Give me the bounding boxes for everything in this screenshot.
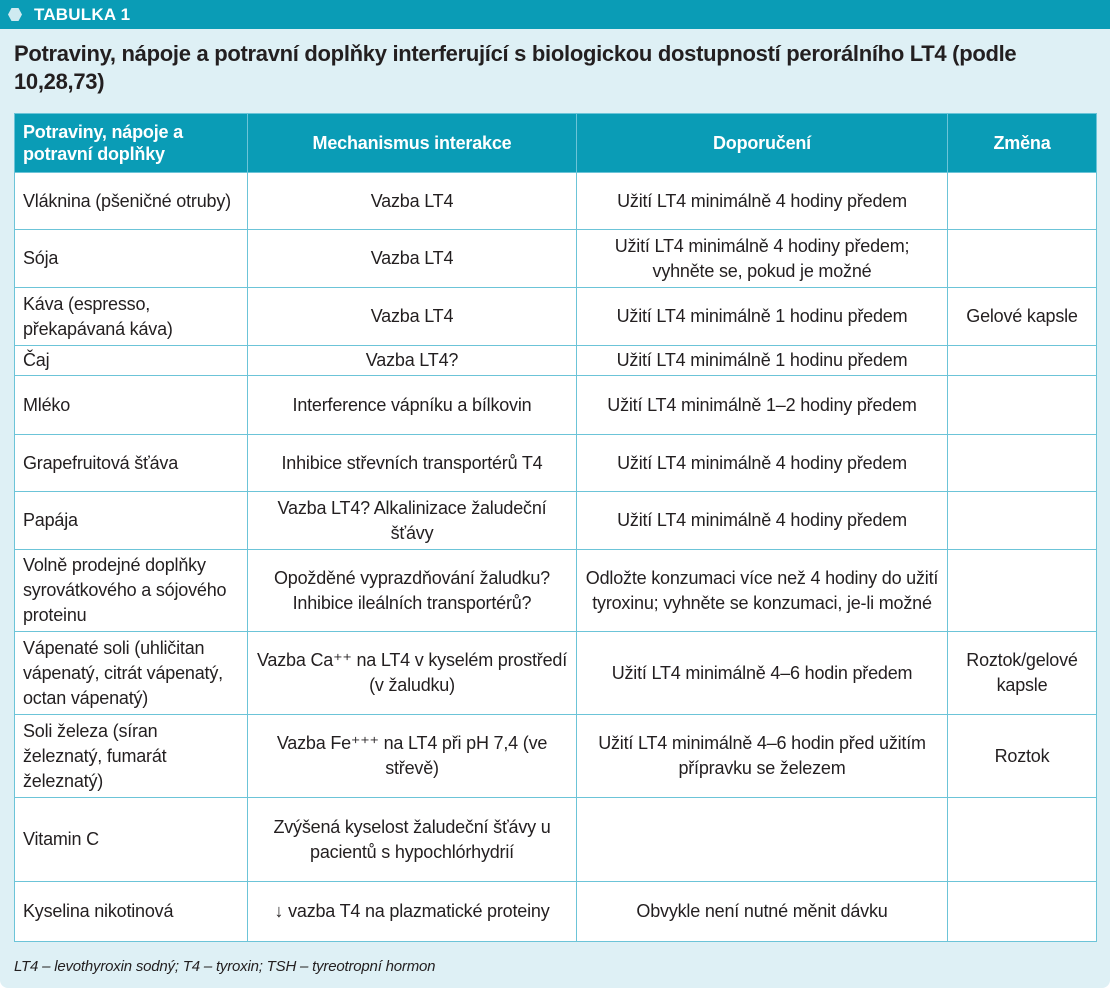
table-cell: Užití LT4 minimálně 4 hodiny předem xyxy=(576,172,948,230)
table-cell: Kyselina nikotinová xyxy=(14,881,248,942)
table-cell: Mléko xyxy=(14,375,248,435)
table-row: Soli železa (síran železnatý, fumarát že… xyxy=(14,714,1097,798)
table-cell: Odložte konzumaci více než 4 hodiny do u… xyxy=(576,549,948,632)
table-cell: Volně prodejné doplňky syrovátkového a s… xyxy=(14,549,248,632)
table-cell: Užití LT4 minimálně 4 hodiny předem; vyh… xyxy=(576,229,948,288)
column-header: Doporučení xyxy=(576,113,948,173)
table-cell: ↓ vazba T4 na plazmatické proteiny xyxy=(247,881,577,942)
table-cell: Papája xyxy=(14,491,248,550)
table-cell: Gelové kapsle xyxy=(947,287,1097,346)
table-cell xyxy=(947,881,1097,942)
table-row: Papája Vazba LT4? Alkalinizace žaludeční … xyxy=(14,491,1097,550)
table-cell: Obvykle není nutné měnit dávku xyxy=(576,881,948,942)
table-row: Kyselina nikotinová ↓ vazba T4 na plazmat… xyxy=(14,881,1097,942)
interaction-table: Potraviny, nápoje a potravní doplňky Mech… xyxy=(14,113,1097,942)
table-cell: Roztok xyxy=(947,714,1097,798)
table-cell: Vápenaté soli (uhličitan vápenatý, citrá… xyxy=(14,631,248,715)
table-cell: Užití LT4 minimálně 4 hodiny předem xyxy=(576,491,948,550)
table-cell xyxy=(947,375,1097,435)
table-row: Mléko Interference vápníku a bílkovin Užit… xyxy=(14,375,1097,435)
table-cell: Vazba Fe⁺⁺⁺ na LT4 při pH 7,4 (ve střevě… xyxy=(247,714,577,798)
table-cell: Užití LT4 minimálně 1 hodinu předem xyxy=(576,345,948,376)
table-cell: Užití LT4 minimálně 1–2 hodiny předem xyxy=(576,375,948,435)
table-cell: Sója xyxy=(14,229,248,288)
table-cell: Vláknina (pšeničné otruby) xyxy=(14,172,248,230)
table-cell: Roztok/gelové kapsle xyxy=(947,631,1097,715)
table-title: Potraviny, nápoje a potravní doplňky int… xyxy=(14,41,1017,94)
table-cell xyxy=(947,229,1097,288)
table-cell: Čaj xyxy=(14,345,248,376)
table-cell: Interference vápníku a bílkovin xyxy=(247,375,577,435)
table-cell: Vazba LT4 xyxy=(247,229,577,288)
table-cell xyxy=(947,491,1097,550)
table-cell xyxy=(576,797,948,882)
table-row: Vitamin C Zvýšená kyselost žaludeční šťáv… xyxy=(14,797,1097,882)
table-cell: Užití LT4 minimálně 4–6 hodin předem xyxy=(576,631,948,715)
column-header: Mechanismus interakce xyxy=(247,113,577,173)
table-cell: Vazba LT4 xyxy=(247,172,577,230)
table-row: Čaj Vazba LT4? Užití LT4 minimálně 1 hodin… xyxy=(14,345,1097,376)
hexagon-icon xyxy=(8,8,22,21)
table-cell: Opožděné vyprazdňování žaludku? Inhibice… xyxy=(247,549,577,632)
table-row: Vápenaté soli (uhličitan vápenatý, citrá… xyxy=(14,631,1097,715)
table-cell: Vazba LT4? Alkalinizace žaludeční šťávy xyxy=(247,491,577,550)
table-label-band: TABULKA 1 xyxy=(0,0,1110,29)
table-cell: Vazba LT4? xyxy=(247,345,577,376)
column-header: Potraviny, nápoje a potravní doplňky xyxy=(14,113,248,173)
table-cell: Inhibice střevních transportérů T4 xyxy=(247,434,577,492)
table-cell xyxy=(947,797,1097,882)
table-cell: Zvýšená kyselost žaludeční šťávy u pacie… xyxy=(247,797,577,882)
table-cell xyxy=(947,345,1097,376)
table-row: Volně prodejné doplňky syrovátkového a s… xyxy=(14,549,1097,632)
table-cell: Vazba Ca⁺⁺ na LT4 v kyselém prostředí (v… xyxy=(247,631,577,715)
table-header-row: Potraviny, nápoje a potravní doplňky Mech… xyxy=(14,113,1097,173)
table-cell xyxy=(947,549,1097,632)
column-header: Změna xyxy=(947,113,1097,173)
footnote: LT4 – levothyroxin sodný; T4 – tyroxin; … xyxy=(14,958,436,975)
table-row: Sója Vazba LT4 Užití LT4 minimálně 4 hodin… xyxy=(14,229,1097,288)
table-cell: Užití LT4 minimálně 4–6 hodin před užití… xyxy=(576,714,948,798)
table-cell: Užití LT4 minimálně 4 hodiny předem xyxy=(576,434,948,492)
table-label: TABULKA 1 xyxy=(34,5,131,24)
table-row: Káva (espresso, překapávaná káva) Vazba L… xyxy=(14,287,1097,346)
table-cell: Káva (espresso, překapávaná káva) xyxy=(14,287,248,346)
table-row: Vláknina (pšeničné otruby) Vazba LT4 Užití… xyxy=(14,172,1097,230)
table-cell: Vitamin C xyxy=(14,797,248,882)
table-cell xyxy=(947,434,1097,492)
table-cell: Grapefruitová šťáva xyxy=(14,434,248,492)
table-cell: Vazba LT4 xyxy=(247,287,577,346)
table-cell xyxy=(947,172,1097,230)
table-row: Grapefruitová šťáva Inhibice střevních tr… xyxy=(14,434,1097,492)
table-cell: Užití LT4 minimálně 1 hodinu předem xyxy=(576,287,948,346)
table-cell: Soli železa (síran železnatý, fumarát že… xyxy=(14,714,248,798)
